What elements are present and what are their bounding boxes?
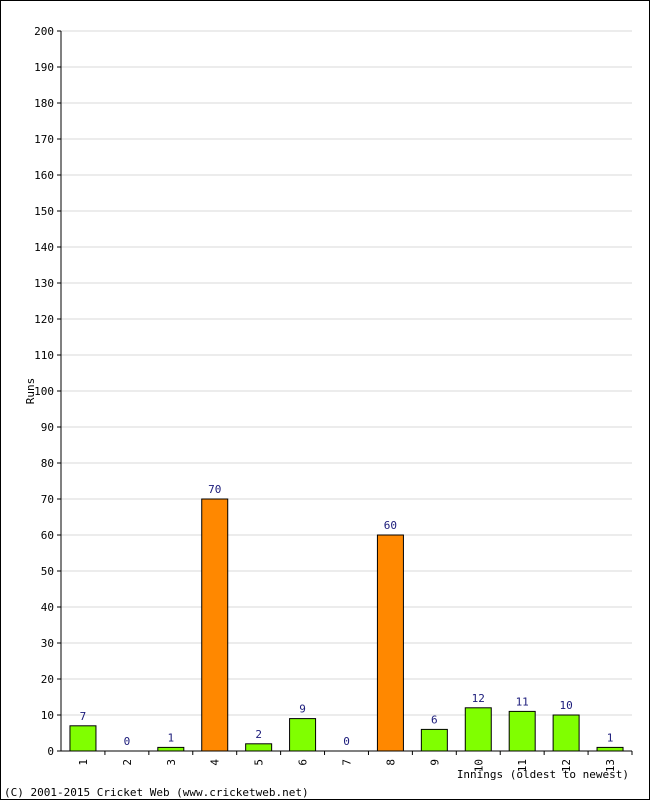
y-tick-label: 90 — [41, 421, 54, 434]
y-tick-label: 20 — [41, 673, 54, 686]
y-tick-label: 160 — [34, 169, 54, 182]
x-tick-label: 8 — [384, 759, 397, 766]
x-tick-label: 4 — [209, 759, 222, 766]
y-tick-label: 140 — [34, 241, 54, 254]
value-label: 10 — [559, 699, 572, 712]
copyright-footer: (C) 2001-2015 Cricket Web (www.cricketwe… — [4, 786, 309, 799]
value-label: 1 — [607, 731, 614, 744]
y-tick-label: 130 — [34, 277, 54, 290]
gridlines — [61, 30, 632, 716]
x-tick-label: 5 — [253, 759, 266, 766]
bar — [201, 498, 229, 752]
x-tick-label: 6 — [297, 759, 310, 766]
value-label: 60 — [384, 519, 397, 532]
y-tick-label: 50 — [41, 565, 54, 578]
y-tick-label: 150 — [34, 205, 54, 218]
y-tick-label: 200 — [34, 25, 54, 38]
value-label: 7 — [80, 710, 87, 723]
x-axis-label: Innings (oldest to newest) — [457, 768, 629, 781]
bar — [464, 707, 492, 752]
y-tick-label: 190 — [34, 61, 54, 74]
y-tick-label: 10 — [41, 709, 54, 722]
bar — [552, 714, 580, 752]
bar — [596, 746, 624, 752]
bar — [289, 718, 317, 752]
y-tick-label: 170 — [34, 133, 54, 146]
value-label: 9 — [299, 703, 306, 716]
x-tick-label: 12 — [560, 759, 573, 772]
value-label: 70 — [208, 483, 221, 496]
y-tick-label: 40 — [41, 601, 54, 614]
bar — [69, 725, 97, 752]
bar — [420, 728, 448, 752]
y-tick-label: 110 — [34, 349, 54, 362]
x-tick-label: 13 — [604, 759, 617, 772]
value-label: 6 — [431, 713, 438, 726]
y-tick-label: 60 — [41, 529, 54, 542]
x-tick-label: 7 — [341, 759, 354, 766]
value-label: 1 — [167, 731, 174, 744]
bars — [69, 498, 624, 752]
y-tick-label: 70 — [41, 493, 54, 506]
value-label: 12 — [472, 692, 485, 705]
y-tick-label: 0 — [47, 745, 54, 758]
bar — [245, 743, 273, 752]
y-tick-label: 120 — [34, 313, 54, 326]
y-tick-label: 80 — [41, 457, 54, 470]
bar — [376, 534, 404, 752]
x-tick-label: 10 — [472, 759, 485, 772]
axes — [60, 31, 632, 752]
bar — [157, 746, 185, 752]
y-axis-label: Runs — [24, 378, 37, 405]
x-axis-ticks: 1 2 3 4 5 6 7 8 9 10 11 12 13 — [77, 751, 633, 772]
value-label: 0 — [124, 735, 131, 748]
bar — [508, 710, 536, 752]
y-tick-label: 180 — [34, 97, 54, 110]
y-axis-ticks: 0 10 20 30 40 50 60 70 80 90 100 110 120 130 140 150 160… — [34, 25, 61, 758]
x-tick-label: 2 — [121, 759, 134, 766]
y-tick-label: 100 — [34, 385, 54, 398]
y-tick-label: 30 — [41, 637, 54, 650]
x-tick-label: 1 — [77, 759, 90, 766]
value-label: 2 — [255, 728, 262, 741]
x-tick-label: 3 — [165, 759, 178, 766]
value-label: 11 — [516, 695, 529, 708]
value-label: 0 — [343, 735, 350, 748]
x-tick-label: 9 — [428, 759, 441, 766]
x-tick-label: 11 — [516, 759, 529, 772]
